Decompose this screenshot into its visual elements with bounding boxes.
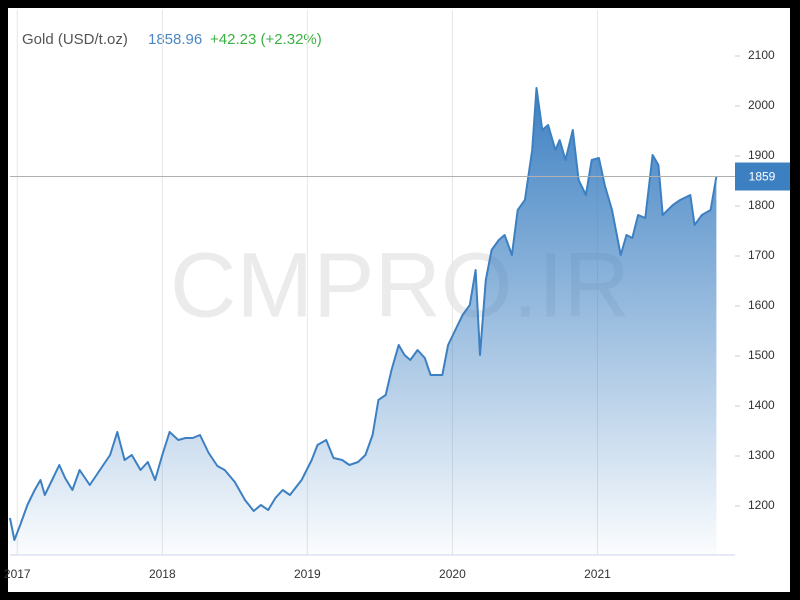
x-tick-label: 2019 [294,567,321,581]
price-change: +42.23 (+2.32%) [210,31,322,48]
y-tick-label: 2000 [748,98,775,112]
x-tick-label: 2017 [4,567,31,581]
line [9,87,718,541]
y-tick-label: 1500 [748,348,775,362]
x-tick-label: 2018 [149,567,176,581]
x-tick-label: 2021 [584,567,611,581]
y-tick-label: 1700 [748,248,775,262]
price-tag-label: 1859 [749,170,776,184]
y-tick-label: 1600 [748,298,775,312]
y-tick-label: 1200 [748,498,775,512]
y-tick-label: 1400 [748,398,775,412]
price-tag [735,162,790,191]
instrument-name: Gold (USD/t.oz) [22,31,128,48]
y-tick-label: 1800 [748,198,775,212]
y-tick-label: 1300 [748,448,775,462]
x-tick-label: 2020 [439,567,466,581]
y-tick-label: 1900 [748,148,775,162]
y-tick-label: 2100 [748,48,775,62]
price: 1858.96 [148,31,202,48]
